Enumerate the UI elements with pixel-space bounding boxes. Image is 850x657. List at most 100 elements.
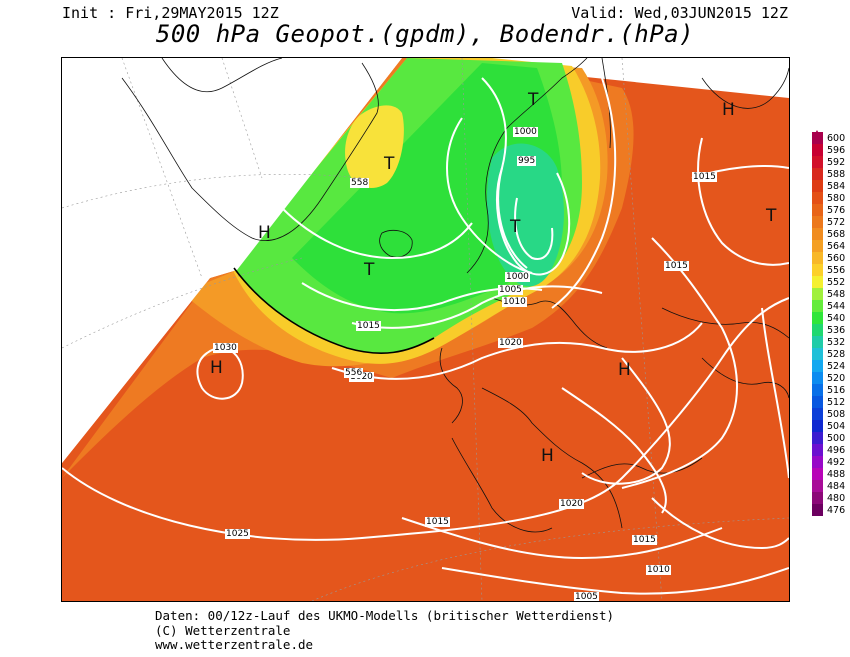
- legend-value: 504: [827, 421, 846, 432]
- color-legend: 600 596 592 588 584 580 576 572 568 564 560 556 552 5…: [812, 132, 850, 516]
- legend-swatch: [812, 288, 823, 300]
- legend-entry: 572: [812, 216, 850, 228]
- isobar-label: 1025: [225, 529, 250, 539]
- legend-swatch: [812, 324, 823, 336]
- legend-swatch: [812, 252, 823, 264]
- legend-entry: 492: [812, 456, 850, 468]
- legend-swatch: [812, 192, 823, 204]
- legend-swatch: [812, 408, 823, 420]
- isobar-label: 558: [350, 178, 370, 188]
- legend-value: 560: [827, 253, 846, 264]
- isobar-label: 995: [517, 156, 537, 166]
- legend-swatch: [812, 372, 823, 384]
- isobar-label: 1020: [498, 338, 523, 348]
- legend-entry: 480: [812, 492, 850, 504]
- legend-swatch: [812, 384, 823, 396]
- legend-entry: 532: [812, 336, 850, 348]
- low-pressure-label: T: [510, 217, 521, 237]
- legend-swatch: [812, 420, 823, 432]
- footer-url[interactable]: www.wetterzentrale.de: [155, 637, 314, 652]
- legend-swatch: [812, 168, 823, 180]
- legend-entry: 540: [812, 312, 850, 324]
- legend-value: 548: [827, 289, 846, 300]
- isobar-label: 1020: [559, 499, 584, 509]
- graticule: [62, 58, 789, 601]
- greenland-yellow-patch: [345, 105, 404, 188]
- legend-entry: 564: [812, 240, 850, 252]
- legend-entry: 560: [812, 252, 850, 264]
- legend-value: 596: [827, 145, 846, 156]
- legend-entry: 576: [812, 204, 850, 216]
- legend-entry: 512: [812, 396, 850, 408]
- legend-value: 516: [827, 385, 846, 396]
- legend-value: 572: [827, 217, 846, 228]
- legend-entry: 504: [812, 420, 850, 432]
- isobar-label: 1015: [692, 172, 717, 182]
- legend-entry: 508: [812, 408, 850, 420]
- legend-value: 524: [827, 361, 846, 372]
- legend-entry: 496: [812, 444, 850, 456]
- init-time: Init : Fri,29MAY2015 12Z: [62, 4, 279, 22]
- legend-entry: 548: [812, 288, 850, 300]
- legend-swatch: [812, 480, 823, 492]
- legend-entry: 516: [812, 384, 850, 396]
- legend-swatch: [812, 336, 823, 348]
- legend-value: 568: [827, 229, 846, 240]
- legend-value: 576: [827, 205, 846, 216]
- legend-value: 480: [827, 493, 846, 504]
- outside-domain: [62, 58, 402, 463]
- footer-copyright: (C) Wetterzentrale: [155, 622, 291, 638]
- legend-value: 584: [827, 181, 846, 192]
- legend-swatch: [812, 300, 823, 312]
- geopotential-field-darkgreen: [292, 63, 562, 314]
- isobar-label: 556: [344, 368, 364, 378]
- legend-entry: 592: [812, 156, 850, 168]
- legend-entry: 596: [812, 144, 850, 156]
- legend-swatch: [812, 504, 823, 516]
- legend-entry: 556: [812, 264, 850, 276]
- low-pressure-label: T: [766, 206, 777, 226]
- high-pressure-label: H: [541, 446, 554, 466]
- legend-swatch: [812, 240, 823, 252]
- map-canvas: [62, 58, 789, 601]
- isobar-label: 1010: [502, 297, 527, 307]
- low-pressure-label: T: [528, 90, 539, 110]
- legend-value: 536: [827, 325, 846, 336]
- legend-entry: 568: [812, 228, 850, 240]
- legend-value: 520: [827, 373, 846, 384]
- legend-entry: 484: [812, 480, 850, 492]
- isobar-label: 1015: [425, 517, 450, 527]
- legend-swatch: [812, 180, 823, 192]
- legend-value: 544: [827, 301, 846, 312]
- isobar-label: 1030: [213, 343, 238, 353]
- high-pressure-label: H: [722, 100, 735, 120]
- legend-value: 508: [827, 409, 846, 420]
- isobar-label: 1015: [632, 535, 657, 545]
- legend-value: 564: [827, 241, 846, 252]
- low-pressure-label: T: [364, 260, 375, 280]
- high-pressure-label: H: [618, 360, 631, 380]
- legend-swatch: [812, 432, 823, 444]
- isobar-label: 1010: [646, 565, 671, 575]
- legend-value: 552: [827, 277, 846, 288]
- legend-swatch: [812, 228, 823, 240]
- legend-value: 496: [827, 445, 846, 456]
- footer: Daten: 00/12z-Lauf des UKMO-Modells (bri…: [155, 608, 614, 653]
- legend-swatch: [812, 348, 823, 360]
- legend-value: 600: [827, 133, 846, 144]
- legend-value: 484: [827, 481, 846, 492]
- contour-552: [233, 267, 435, 354]
- legend-swatch: [812, 456, 823, 468]
- legend-swatch: [812, 360, 823, 372]
- legend-entry: 524: [812, 360, 850, 372]
- legend-entry: 528: [812, 348, 850, 360]
- legend-value: 592: [827, 157, 846, 168]
- isobar-label: 1015: [664, 261, 689, 271]
- low-pressure-label: T: [384, 154, 395, 174]
- valid-time: Valid: Wed,03JUN2015 12Z: [571, 4, 788, 22]
- legend-swatch: [812, 144, 823, 156]
- legend-value: 556: [827, 265, 846, 276]
- legend-swatch: [812, 444, 823, 456]
- legend-value: 580: [827, 193, 846, 204]
- isobar-label: 1015: [356, 321, 381, 331]
